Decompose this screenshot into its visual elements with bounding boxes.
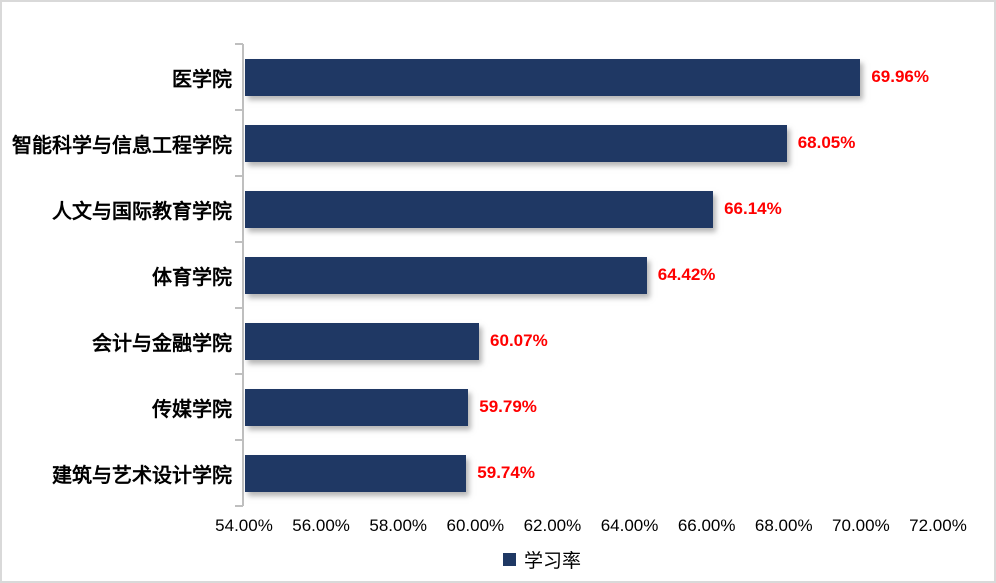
x-tick-label: 54.00%: [215, 516, 273, 535]
data-label: 69.96%: [871, 67, 930, 86]
axis-tick: [235, 175, 243, 177]
data-label: 59.79%: [479, 397, 537, 416]
bar[interactable]: [245, 322, 479, 360]
x-tick-label: 58.00%: [369, 516, 428, 535]
axis-tick: [235, 43, 243, 45]
category-label: 建筑与艺术设计学院: [52, 464, 232, 487]
bar[interactable]: [245, 388, 469, 426]
legend-swatch-icon: [503, 553, 516, 566]
category-label: 传媒学院: [152, 398, 232, 421]
category-label: 体育学院: [152, 266, 232, 289]
bar[interactable]: [245, 454, 467, 492]
axis-tick: [235, 505, 243, 507]
bar[interactable]: [245, 124, 787, 162]
x-tick-label: 70.00%: [832, 516, 890, 535]
data-label: 64.42%: [657, 265, 716, 284]
x-tick-label: 64.00%: [600, 516, 659, 535]
bar[interactable]: [245, 190, 714, 228]
axis-tick: [235, 241, 243, 243]
axis-tick: [235, 373, 243, 375]
bar[interactable]: [245, 58, 861, 96]
data-label: 60.07%: [490, 331, 548, 350]
category-label: 会计与金融学院: [92, 332, 232, 355]
legend[interactable]: 学习率: [503, 546, 581, 573]
legend-label: 学习率: [524, 551, 582, 572]
axis-tick: [235, 109, 243, 111]
x-tick-label: 68.00%: [754, 516, 813, 535]
x-tick-label: 60.00%: [446, 516, 505, 535]
x-tick-label: 56.00%: [292, 516, 350, 535]
category-label: 智能科学与信息工程学院: [12, 134, 232, 157]
category-label: 人文与国际教育学院: [52, 200, 232, 223]
x-tick-label: 62.00%: [523, 516, 582, 535]
category-axis-line: [242, 44, 244, 506]
data-label: 68.05%: [797, 133, 856, 152]
x-tick-label: 66.00%: [677, 516, 736, 535]
axis-tick: [235, 439, 243, 441]
axis-tick: [235, 307, 243, 309]
data-label: 59.74%: [477, 463, 535, 482]
bar[interactable]: [245, 256, 647, 294]
category-label: 医学院: [172, 68, 232, 91]
data-label: 66.14%: [724, 199, 782, 218]
x-tick-label: 72.00%: [909, 516, 967, 535]
